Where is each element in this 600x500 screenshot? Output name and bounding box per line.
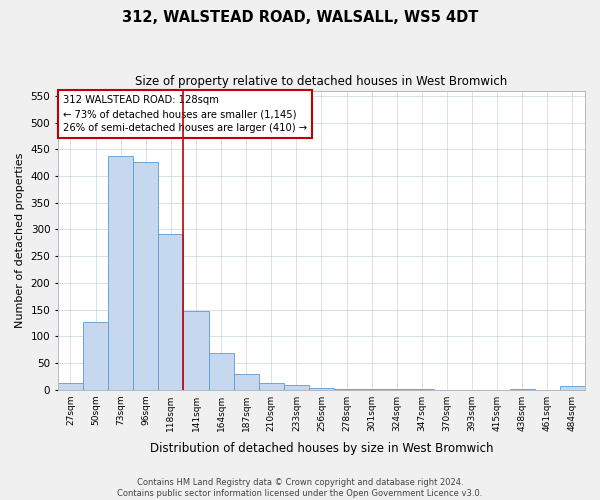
Y-axis label: Number of detached properties: Number of detached properties bbox=[15, 152, 25, 328]
Bar bbox=[560, 386, 585, 390]
Text: 312 WALSTEAD ROAD: 128sqm
← 73% of detached houses are smaller (1,145)
26% of se: 312 WALSTEAD ROAD: 128sqm ← 73% of detac… bbox=[63, 95, 307, 133]
Bar bbox=[83, 322, 108, 390]
Bar bbox=[184, 310, 209, 390]
Bar bbox=[108, 156, 133, 390]
Title: Size of property relative to detached houses in West Bromwich: Size of property relative to detached ho… bbox=[136, 75, 508, 88]
Bar bbox=[334, 388, 359, 390]
Bar bbox=[133, 162, 158, 390]
Bar bbox=[384, 389, 409, 390]
Bar bbox=[259, 383, 284, 390]
Bar bbox=[359, 389, 384, 390]
X-axis label: Distribution of detached houses by size in West Bromwich: Distribution of detached houses by size … bbox=[150, 442, 493, 455]
Bar bbox=[209, 353, 233, 390]
Text: 312, WALSTEAD ROAD, WALSALL, WS5 4DT: 312, WALSTEAD ROAD, WALSALL, WS5 4DT bbox=[122, 10, 478, 25]
Bar bbox=[284, 386, 309, 390]
Bar bbox=[510, 389, 535, 390]
Text: Contains HM Land Registry data © Crown copyright and database right 2024.
Contai: Contains HM Land Registry data © Crown c… bbox=[118, 478, 482, 498]
Bar bbox=[58, 382, 83, 390]
Bar bbox=[233, 374, 259, 390]
Bar bbox=[409, 389, 434, 390]
Bar bbox=[158, 234, 184, 390]
Bar bbox=[309, 388, 334, 390]
